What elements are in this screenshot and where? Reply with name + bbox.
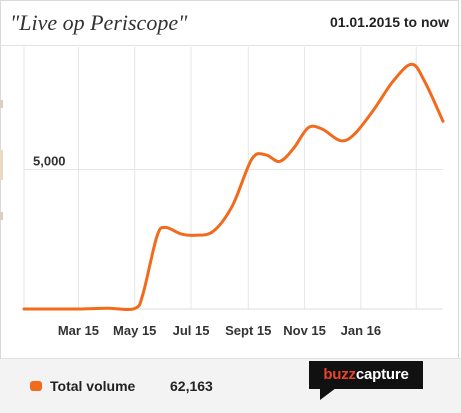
line-chart: 5,000 Mar 15 May 15 Jul 15 Sept 15 Nov 15 Jan … xyxy=(22,47,445,338)
x-tick-label: Sept 15 xyxy=(225,323,271,338)
date-range[interactable]: 01.01.2015 to now xyxy=(329,14,449,30)
y-tick-label: 5,000 xyxy=(33,154,66,169)
chart-area: 5,000 Mar 15 May 15 Jul 15 Sept 15 Nov 15 Jan … xyxy=(0,47,461,347)
footer: Total volume 62,163 buzzcapture xyxy=(0,358,461,413)
logo-part-capture: capture xyxy=(355,366,409,383)
x-tick-label: May 15 xyxy=(113,323,156,338)
chart-title: "Live op Periscope" xyxy=(10,10,188,35)
x-tick-label: Nov 15 xyxy=(283,323,326,338)
logo-part-buzz: buzz xyxy=(323,366,356,383)
logo-tail xyxy=(320,388,336,400)
x-tick-label: Mar 15 xyxy=(58,323,99,338)
legend-swatch xyxy=(30,381,42,391)
left-edge-mark xyxy=(0,212,3,220)
buzzcapture-logo: buzzcapture xyxy=(309,361,423,389)
legend-label[interactable]: Total volume xyxy=(50,378,136,394)
header: "Live op Periscope" 01.01.2015 to now xyxy=(0,0,461,46)
legend-total: 62,163 xyxy=(170,378,213,394)
left-edge-mark xyxy=(0,150,3,180)
x-tick-label: Jul 15 xyxy=(173,323,210,338)
series-line-total-volume xyxy=(22,62,445,311)
x-tick-label: Jan 16 xyxy=(341,323,381,338)
left-edge-mark xyxy=(0,100,3,108)
